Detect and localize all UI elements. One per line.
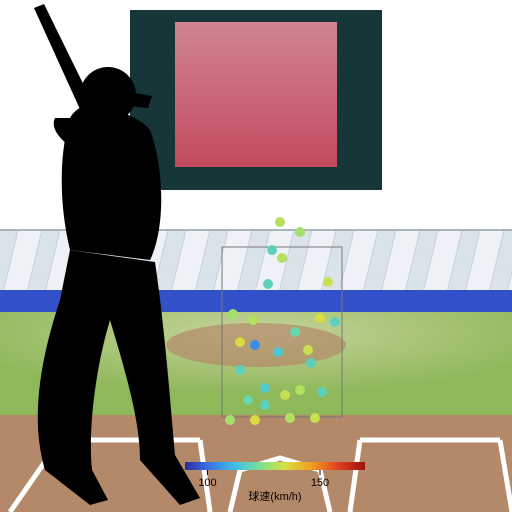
pitch-point xyxy=(260,383,270,393)
colorbar-tick: 150 xyxy=(311,477,329,489)
pitch-point xyxy=(243,395,253,405)
pitch-point xyxy=(295,385,305,395)
pitch-point xyxy=(285,413,295,423)
pitch-point xyxy=(277,253,287,263)
pitch-point xyxy=(317,387,327,397)
pitch-point xyxy=(225,415,235,425)
pitch-point xyxy=(250,415,260,425)
scoreboard xyxy=(130,10,382,190)
pitch-point xyxy=(306,358,316,368)
pitch-point xyxy=(315,313,325,323)
pitch-point xyxy=(228,309,238,319)
pitch-point xyxy=(295,227,305,237)
pitch-point xyxy=(290,327,300,337)
pitch-point xyxy=(235,337,245,347)
pitch-point xyxy=(248,315,258,325)
pitch-point xyxy=(275,217,285,227)
pitch-point xyxy=(260,400,270,410)
colorbar-tick: 100 xyxy=(198,477,216,489)
pitch-location-chart: 100 150 球速(km/h) xyxy=(0,0,512,512)
pitch-point xyxy=(330,317,340,327)
pitch-point xyxy=(303,345,313,355)
pitch-point xyxy=(310,413,320,423)
pitch-point xyxy=(235,365,245,375)
pitch-point xyxy=(280,390,290,400)
pitch-point xyxy=(273,347,283,357)
pitch-point xyxy=(323,277,333,287)
pitch-point xyxy=(250,340,260,350)
colorbar-label: 球速(km/h) xyxy=(248,489,301,503)
pitch-point xyxy=(267,245,277,255)
pitch-point xyxy=(263,279,273,289)
